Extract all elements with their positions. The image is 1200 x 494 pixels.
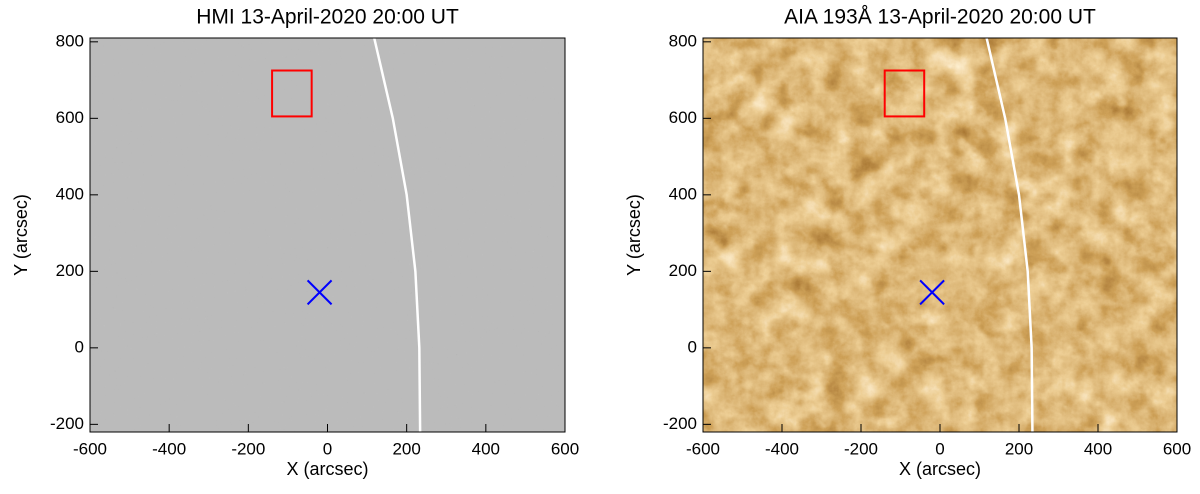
limb-curve bbox=[985, 38, 1034, 432]
y-tick-label: 800 bbox=[669, 31, 697, 50]
y-tick-label: 0 bbox=[688, 337, 697, 356]
x-tick-label: 200 bbox=[1005, 439, 1033, 458]
x-tick-label: -400 bbox=[152, 439, 186, 458]
y-axis-label: Y (arcsec) bbox=[624, 194, 644, 276]
y-axis-label: Y (arcsec) bbox=[11, 194, 31, 276]
y-tick-label: 0 bbox=[75, 337, 84, 356]
x-axis-label: X (arcsec) bbox=[899, 459, 981, 479]
y-tick-label: 200 bbox=[669, 261, 697, 280]
chart-title: HMI 13-April-2020 20:00 UT bbox=[196, 6, 459, 29]
panel: -600 -400 -200 0 200 400 600 -200 0 200 400 600 800 A… bbox=[624, 6, 1191, 479]
solar-image bbox=[703, 38, 1177, 432]
y-tick-label: 400 bbox=[669, 184, 697, 203]
region-box bbox=[883, 69, 926, 118]
region-box bbox=[271, 69, 313, 118]
y-tick-label: 600 bbox=[56, 108, 84, 127]
x-tick-label: 600 bbox=[1163, 439, 1191, 458]
x-tick-label: 600 bbox=[551, 439, 579, 458]
x-tick-label: 0 bbox=[935, 439, 944, 458]
panel: -600 -400 -200 0 200 400 600 -200 0 200 400 600 800 H… bbox=[11, 6, 579, 479]
y-tick-label: 200 bbox=[56, 261, 84, 280]
x-tick-label: -600 bbox=[73, 439, 107, 458]
cross-marker bbox=[919, 279, 945, 306]
y-tick-label: -200 bbox=[50, 414, 84, 433]
x-tick-label: 200 bbox=[392, 439, 420, 458]
y-tick-label: -200 bbox=[663, 414, 697, 433]
solar-image bbox=[90, 38, 565, 432]
x-axis-label: X (arcsec) bbox=[286, 459, 368, 479]
cross-marker bbox=[306, 279, 333, 306]
x-tick-label: -200 bbox=[231, 439, 265, 458]
x-tick-label: -200 bbox=[844, 439, 878, 458]
x-tick-label: 0 bbox=[323, 439, 332, 458]
overlay bbox=[271, 38, 422, 432]
limb-curve bbox=[372, 38, 422, 432]
y-tick-label: 600 bbox=[669, 108, 697, 127]
x-tick-label: 400 bbox=[1084, 439, 1112, 458]
overlay bbox=[883, 38, 1034, 432]
x-tick-label: -400 bbox=[765, 439, 799, 458]
y-tick-label: 800 bbox=[56, 31, 84, 50]
x-tick-label: -600 bbox=[686, 439, 720, 458]
y-tick-label: 400 bbox=[56, 184, 84, 203]
chart-title: AIA 193Å 13-April-2020 20:00 UT bbox=[784, 6, 1096, 29]
x-tick-label: 400 bbox=[472, 439, 500, 458]
